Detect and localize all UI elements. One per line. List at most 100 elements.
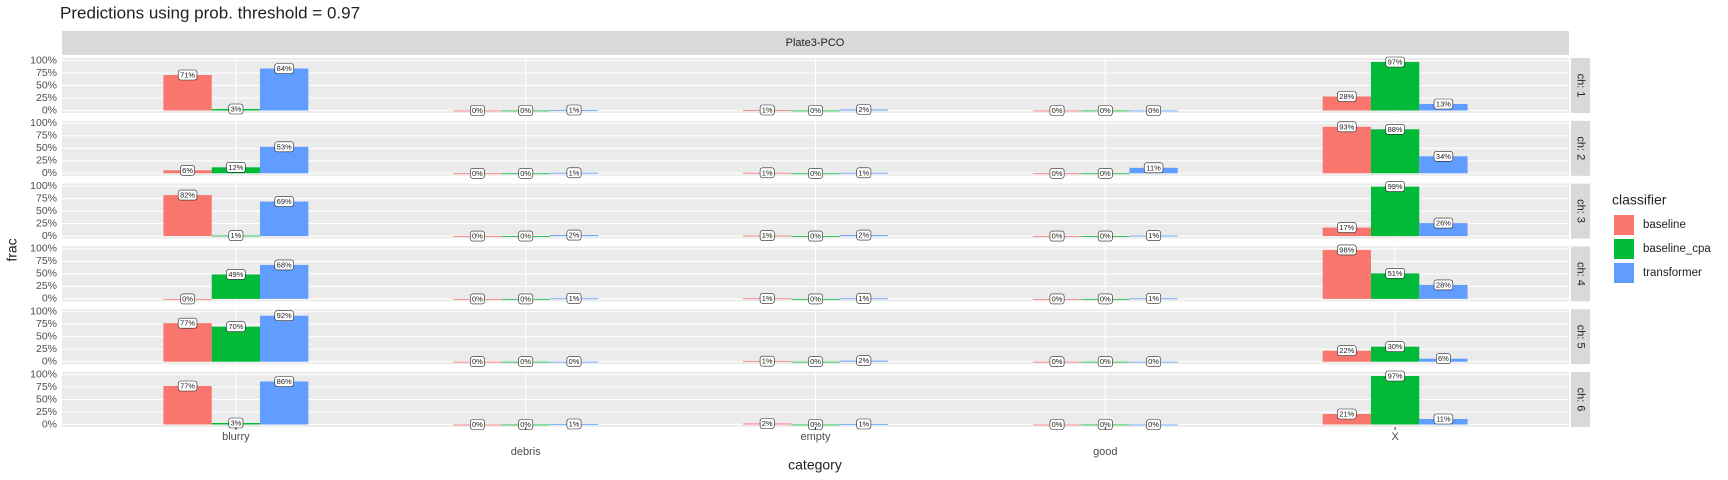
legend-swatch: [1614, 215, 1634, 235]
y-tick-label: 50%: [36, 330, 57, 342]
value-label: 1%: [858, 419, 869, 428]
value-label-box: [856, 293, 872, 304]
value-label: 6%: [1438, 354, 1449, 363]
value-label-box: [808, 105, 823, 116]
y-tick-label: 50%: [36, 79, 57, 91]
y-axis-title: frac: [4, 238, 20, 261]
value-label-box: [1049, 105, 1065, 116]
value-label-box: [226, 269, 246, 280]
value-label-box: [518, 230, 534, 242]
value-label-box: [856, 229, 872, 241]
value-label-box: [177, 317, 198, 329]
value-label: 98%: [1339, 245, 1354, 254]
value-label: 97%: [1388, 371, 1403, 380]
value-label: 0%: [520, 294, 531, 303]
value-label: 77%: [180, 381, 195, 390]
value-label: 0%: [1052, 357, 1063, 366]
value-label-box: [1433, 413, 1454, 425]
value-label-box: [1146, 293, 1162, 304]
bar: [260, 315, 309, 362]
value-label-box: [1337, 91, 1357, 102]
value-label-box: [566, 104, 582, 116]
value-label-box: [274, 141, 294, 153]
bar: [163, 386, 212, 425]
value-label: 22%: [1339, 346, 1354, 355]
bar: [1370, 62, 1420, 111]
value-label-box: [274, 259, 294, 271]
value-label: 28%: [1339, 92, 1354, 101]
value-label: 28%: [1436, 280, 1451, 289]
value-label: 1%: [762, 357, 773, 366]
value-label-box: [1385, 341, 1405, 353]
value-label-box: [1097, 105, 1113, 116]
value-label: 17%: [1339, 223, 1354, 232]
x-tick-label: X: [1391, 431, 1399, 443]
value-label: 1%: [569, 419, 580, 428]
bar: [211, 326, 261, 362]
value-label-box: [1049, 168, 1065, 179]
value-label-box: [566, 167, 582, 179]
value-label: 1%: [762, 105, 773, 114]
y-tick-label: 0%: [42, 293, 57, 305]
value-label: 0%: [472, 106, 483, 115]
value-label: 1%: [762, 168, 773, 177]
legend-title: classifier: [1612, 192, 1667, 208]
value-label-box: [1433, 217, 1454, 229]
value-label-box: [1337, 408, 1357, 420]
value-label: 3%: [230, 418, 241, 427]
bar: [260, 201, 309, 237]
value-label: 0%: [1100, 106, 1111, 115]
panel-strip: [1571, 309, 1590, 365]
y-tick-label: 100%: [30, 54, 57, 66]
value-label: 69%: [277, 197, 292, 206]
panel-strip: [1571, 183, 1590, 239]
value-label-box: [274, 376, 294, 387]
y-tick-label: 50%: [36, 393, 57, 405]
value-label-box: [759, 230, 775, 241]
value-label: 93%: [1339, 122, 1354, 131]
value-label-box: [759, 167, 775, 179]
value-label: 0%: [1052, 420, 1063, 429]
bar: [1419, 156, 1468, 174]
value-label-box: [1049, 356, 1065, 368]
y-tick-label: 0%: [42, 355, 57, 367]
bar: [163, 75, 212, 111]
value-label: 13%: [1436, 99, 1451, 108]
y-tick-label: 75%: [36, 318, 57, 330]
value-label-box: [1385, 56, 1405, 68]
y-tick-label: 25%: [36, 406, 57, 418]
value-label-box: [1337, 121, 1357, 133]
value-label-box: [759, 355, 775, 367]
panel-strip: [1571, 246, 1590, 302]
value-label-box: [1146, 230, 1162, 241]
value-label-box: [518, 168, 534, 179]
value-label-box: [469, 419, 485, 430]
value-label: 1%: [1148, 231, 1159, 240]
chart-title: Predictions using prob. threshold = 0.97: [60, 3, 360, 22]
value-label: 2%: [762, 419, 773, 428]
value-label: 0%: [472, 294, 483, 303]
value-label: 1%: [230, 231, 241, 240]
value-label: 88%: [1388, 125, 1403, 134]
value-label: 1%: [569, 294, 580, 303]
value-label: 2%: [858, 356, 869, 365]
panel-strip: [1571, 120, 1590, 176]
value-label-box: [759, 418, 775, 429]
value-label: 0%: [1100, 357, 1111, 366]
value-label: 30%: [1388, 342, 1403, 351]
value-label: 0%: [182, 294, 193, 303]
x-axis-title: category: [788, 457, 842, 473]
value-label: 0%: [810, 232, 821, 241]
facet-title: Plate3-PCO: [786, 37, 845, 49]
value-label: 1%: [762, 294, 773, 303]
value-label-box: [808, 168, 823, 179]
value-label-box: [566, 229, 582, 241]
value-label-box: [274, 196, 294, 207]
bar: [1370, 129, 1420, 174]
value-label: 26%: [1436, 219, 1451, 228]
value-label: 6%: [182, 166, 193, 175]
value-label-box: [274, 63, 294, 74]
y-tick-label: 75%: [36, 255, 57, 267]
value-label-box: [856, 355, 872, 367]
value-label-box: [469, 293, 485, 305]
